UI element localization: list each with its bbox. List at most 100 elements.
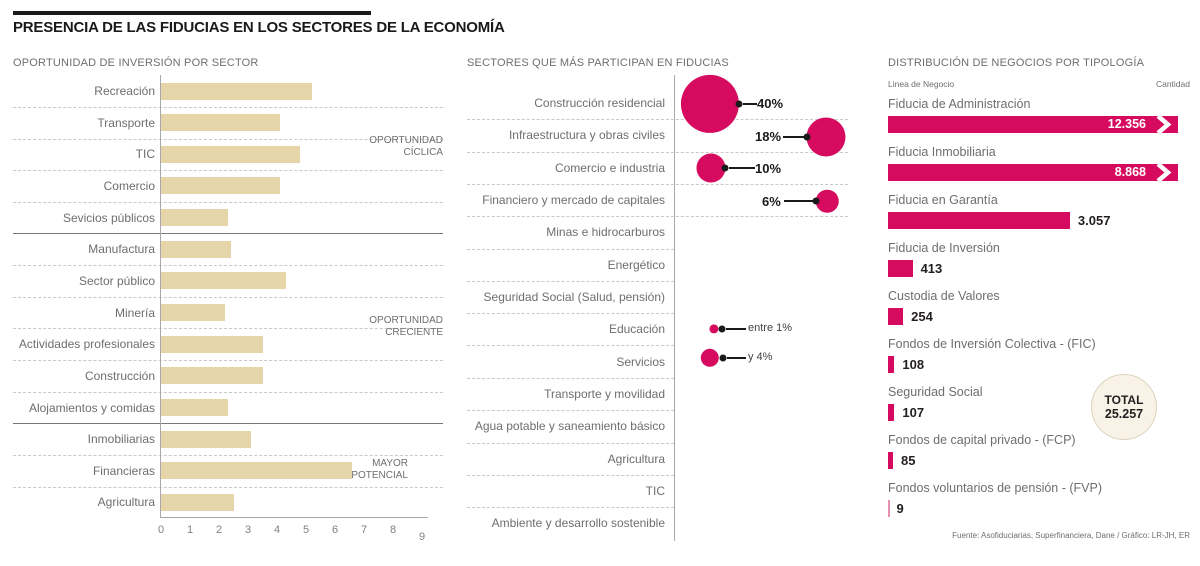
bar-label: Manufactura	[88, 242, 155, 256]
bar	[888, 308, 904, 325]
tipologia-label: Fiducia de Inversión	[888, 241, 1000, 255]
x-tick: 5	[302, 524, 310, 536]
group-label-line: CRECIENTE	[385, 326, 443, 338]
bar-value: 108	[902, 357, 925, 372]
row-separator	[467, 184, 848, 185]
connector-line	[783, 136, 807, 138]
bar	[888, 356, 895, 373]
sector-label: Minas e hidrocarburos	[546, 225, 665, 239]
x-tick: 7	[360, 524, 368, 536]
row-separator	[467, 507, 674, 508]
bar	[161, 431, 251, 448]
bar-label: Comercio	[103, 179, 155, 193]
bar-break-icon	[1156, 116, 1172, 133]
bar-label: Actividades profesionales	[18, 337, 155, 351]
bar	[888, 404, 895, 421]
bar-value: 3.057	[1077, 213, 1111, 228]
connector-line	[727, 357, 746, 359]
x-axis-line	[160, 517, 428, 518]
column-header-linea: Linea de Negocio	[888, 79, 955, 89]
group-label-line: OPORTUNIDAD	[369, 135, 443, 146]
sector-label: Agricultura	[607, 452, 665, 466]
sector-label: Educación	[608, 322, 665, 336]
bar-value: 9	[896, 501, 904, 516]
sector-label: Infraestructura y obras civiles	[508, 128, 665, 142]
bar	[161, 209, 228, 226]
row-separator	[13, 455, 443, 456]
connector-dot	[735, 100, 743, 108]
row-separator	[467, 475, 674, 476]
bubble-40	[680, 74, 740, 134]
row-separator	[13, 170, 443, 171]
group-label-ciclica: OPORTUNIDAD CÍCLICA	[343, 135, 443, 158]
row-separator	[467, 119, 848, 120]
bubble-6	[815, 189, 839, 213]
row-separator	[467, 152, 848, 153]
bar	[161, 336, 263, 353]
bar-label: Minería	[114, 306, 155, 320]
bar	[161, 304, 225, 321]
tipologia-label: Fiducia de Administración	[888, 97, 1031, 111]
row-separator	[13, 107, 443, 108]
bar	[161, 177, 280, 194]
total-badge: TOTAL 25.257	[1091, 374, 1157, 440]
sector-label: Comercio e industria	[554, 161, 665, 175]
middle-chart-title: SECTORES QUE MÁS PARTICIPAN EN FIDUCIAS	[467, 57, 729, 69]
bubble-18	[806, 117, 846, 157]
bar-label: TIC	[135, 147, 155, 161]
tipologia-label: Fondos voluntarios de pensión - (FVP)	[888, 481, 1102, 495]
group-label-line: POTENCIAL	[351, 469, 408, 481]
group-label-line: MAYOR	[372, 458, 408, 469]
bar-label: Sector público	[78, 274, 155, 288]
left-chart-title: OPORTUNIDAD DE INVERSIÓN POR SECTOR	[13, 57, 259, 69]
bar	[161, 494, 234, 511]
bar	[161, 367, 263, 384]
sector-label: Energético	[607, 258, 665, 272]
connector-dot	[812, 197, 820, 205]
sector-label: Financiero y mercado de capitales	[482, 193, 665, 207]
row-separator	[467, 313, 674, 314]
sector-label: TIC	[645, 484, 665, 498]
bar-truncated: 8.868	[888, 164, 1178, 181]
row-separator	[13, 202, 443, 203]
bar-label: Sevicios públicos	[62, 211, 155, 225]
row-separator	[13, 265, 443, 266]
x-tick: 6	[331, 524, 339, 536]
bar-label: Recreación	[94, 84, 155, 98]
row-separator	[13, 297, 443, 298]
bar-value: 8.868	[1114, 165, 1146, 179]
bar	[161, 146, 301, 163]
baseline	[674, 75, 675, 541]
x-tick: 2	[215, 524, 223, 536]
bar-value: 254	[911, 309, 933, 324]
row-separator	[467, 378, 674, 379]
bar-value: 85	[901, 453, 916, 468]
bar	[161, 114, 280, 131]
sector-label: Transporte y movilidad	[544, 387, 665, 401]
group-label-line: CÍCLICA	[403, 146, 443, 158]
bar-value: 107	[902, 405, 925, 420]
row-separator	[467, 410, 674, 411]
x-tick: 1	[186, 524, 194, 536]
tipologia-label: Fondos de capital privado - (FCP)	[888, 433, 1076, 447]
page-title: PRESENCIA DE LAS FIDUCIAS EN LOS SECTORE…	[13, 19, 505, 36]
bar-value: 12.356	[1107, 117, 1146, 131]
group-label-line: OPORTUNIDAD	[369, 315, 443, 326]
bar-label: Construcción	[84, 369, 155, 383]
row-separator	[467, 345, 674, 346]
bubble-value: 10%	[755, 161, 782, 176]
bar	[161, 399, 228, 416]
total-value: 25.257	[1104, 407, 1144, 421]
bar	[888, 212, 1070, 229]
tipologia-label: Fondos de Inversión Colectiva - (FIC)	[888, 337, 1096, 351]
title-rule	[13, 11, 371, 15]
sector-label: Servicios	[616, 355, 665, 369]
connector-line	[743, 103, 757, 105]
row-separator	[13, 139, 443, 140]
sector-label: Agua potable y saneamiento básico	[474, 419, 665, 433]
bubble-value: 40%	[757, 96, 784, 111]
group-label-mayor-potencial: MAYOR POTENCIAL	[308, 458, 408, 481]
bar	[161, 272, 286, 289]
bar-truncated: 12.356	[888, 116, 1178, 133]
